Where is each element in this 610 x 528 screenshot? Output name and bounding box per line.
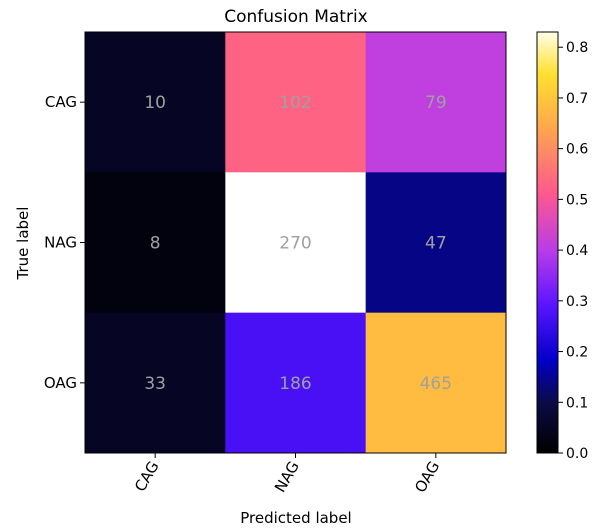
colorbar-tick-label: 0.6 [566, 142, 588, 158]
colorbar-tick-label: 0.0 [566, 446, 588, 462]
cell-value-label: 102 [279, 93, 311, 113]
cell-value-label: 270 [279, 234, 311, 254]
x-tick-label: NAG [271, 458, 303, 495]
colorbar-tick-label: 0.8 [566, 40, 588, 56]
matrix-cell [365, 32, 507, 173]
cell-value-label: 8 [150, 234, 161, 254]
colorbar-tick-label: 0.4 [566, 243, 588, 259]
cell-value-label: 33 [144, 374, 166, 394]
cell-value-label: 47 [425, 234, 447, 254]
colorbar-tick-label: 0.3 [566, 294, 588, 310]
cell-value-label: 186 [279, 374, 311, 394]
matrix-cell [365, 172, 507, 314]
x-axis-label: Predicted label [240, 509, 351, 527]
y-tick-label: CAG [45, 93, 77, 111]
y-tick-label: OAG [44, 374, 77, 392]
colorbar-tick-label: 0.2 [566, 345, 588, 361]
chart-title: Confusion Matrix [224, 7, 368, 27]
cell-value-label: 79 [425, 93, 447, 113]
x-tick-label: OAG [411, 458, 443, 496]
matrix-cell [225, 172, 367, 314]
x-tick-label: CAG [131, 458, 163, 495]
cell-value-label: 465 [420, 374, 452, 394]
matrix-cell [85, 32, 226, 173]
colorbar [536, 31, 559, 454]
colorbar-tick-label: 0.5 [566, 192, 588, 208]
matrix-cell [225, 32, 367, 173]
matrix-cell [85, 312, 226, 454]
matrix-cell [225, 312, 367, 454]
colorbar-tick-label: 0.1 [566, 395, 588, 411]
cell-value-label: 10 [144, 93, 166, 113]
y-axis-label: True label [14, 207, 32, 281]
y-tick-label: NAG [44, 234, 77, 252]
colorbar-tick-label: 0.7 [566, 91, 588, 107]
matrix-cell [365, 312, 507, 454]
matrix-cell [85, 172, 226, 314]
